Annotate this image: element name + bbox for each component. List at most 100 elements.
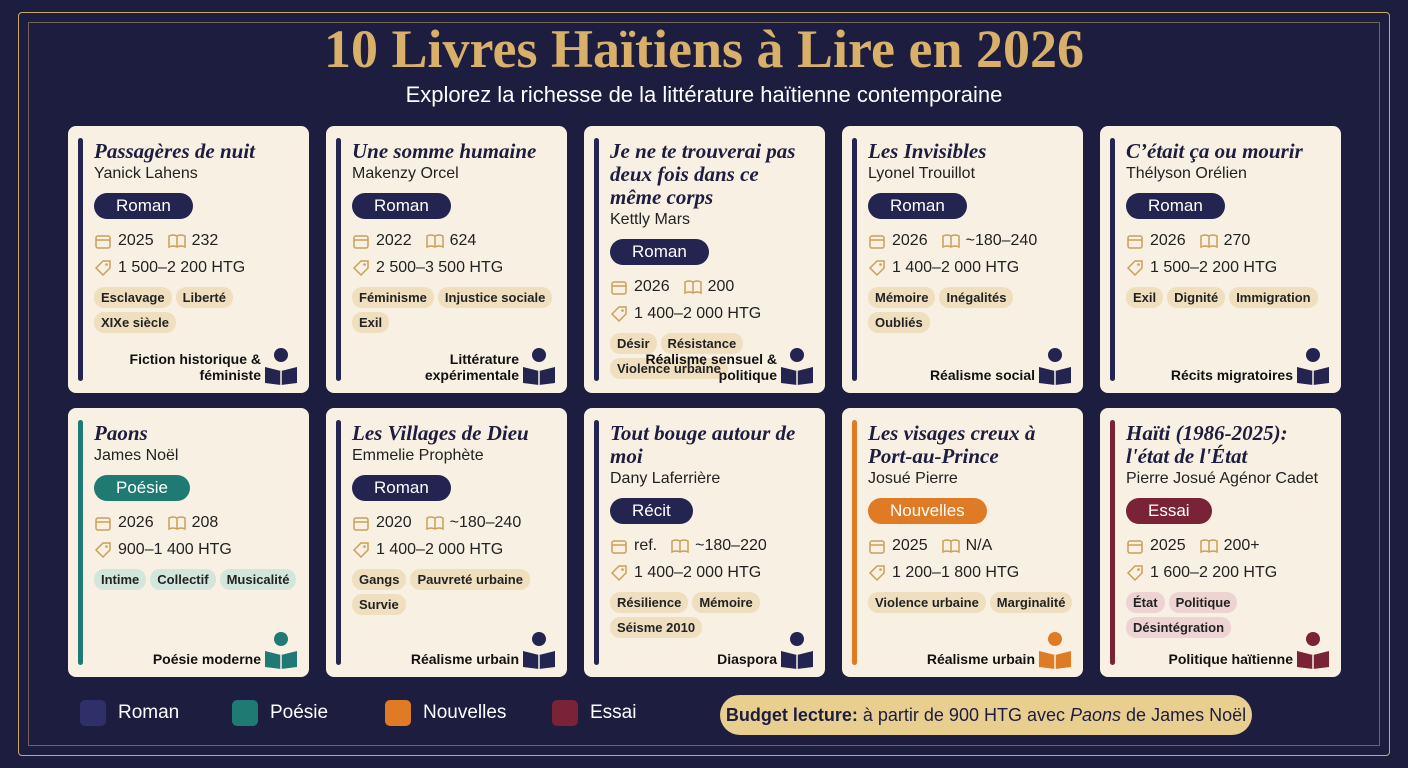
pages: 200 [707,277,735,295]
book-author: Dany Laferrière [610,470,721,487]
theme: Réalisme sensuel & politique [645,351,777,383]
meta-row: 1 400–2 000 HTG [868,254,1071,281]
reader-icon [265,348,297,385]
book-card: C’était ça ou mourir Thélyson Orélien Roma… [1100,126,1341,393]
budget: Budget lecture: à partir de 900 HTG avec… [720,695,1252,735]
budget-text: à partir de 900 HTG avec [862,704,1065,725]
year: ref. [634,536,658,554]
icon [95,516,111,531]
book-author: Emmelie Prophète [352,447,484,464]
book-card: Les Villages de Dieu Emmelie Prophète Roma… [326,408,567,677]
reader-icon [1039,348,1071,385]
accent-bar [78,420,83,665]
tag: Violence urbaine [610,358,728,379]
tag: Résilience [610,592,689,613]
price: 1 600–2 200 HTG [1150,563,1278,581]
icon [1127,234,1143,249]
icon [671,538,689,553]
tags: Intime Collectif Musicalité [94,569,304,590]
genre-badge: Nouvelles [868,498,987,524]
title: 10 Livres Haïtiens à Lire en 2026 [324,19,1084,79]
book-title: Les Villages de Dieu [352,421,529,445]
tags: Violence urbaine Marginalité [868,592,1078,613]
tag: Immigration [1229,287,1318,308]
price: 1 400–2 000 HTG [634,563,762,581]
accent-bar [78,138,83,381]
tag: Féminisme [352,287,434,308]
icon [353,234,369,249]
frame-inner [28,22,1380,746]
book-card: Paons James Noël Poésie 2026 208 900–1 400 HT… [68,408,309,677]
theme: Diaspora [717,651,777,667]
tag: Collectif [150,569,216,590]
book-author: Lyonel Trouillot [868,165,976,182]
subtitle: Explorez la richesse de la littérature h… [405,82,1003,107]
budget-emphasis: Paons [1070,704,1122,725]
pages: 208 [191,513,219,531]
book-card: Tout bouge autour de moi Dany Laferrière R… [584,408,825,677]
book-author: Makenzy Orcel [352,165,459,182]
tag: Esclavage [94,287,172,308]
accent-bar [1110,138,1115,381]
pages: ~180–240 [449,513,522,531]
legend-item: Poésie [232,700,328,726]
icon [941,233,960,248]
icon [352,541,369,558]
tag: Liberté [175,287,233,308]
price: 1 500–2 200 HTG [118,258,246,276]
genre-badge: Roman [94,193,193,219]
meta-row: 900–1 400 HTG [94,536,297,563]
frame [18,12,1390,756]
legend-label: Poésie [270,702,329,723]
tags: Gangs Pauvreté urbaine Survie [352,569,562,615]
meta-row: 2025 N/A [868,532,1071,559]
book-card: Les Invisibles Lyonel Trouillot Roman 2026 ~… [842,126,1083,393]
accent-bar [852,138,857,381]
pages: 624 [449,231,477,249]
pages: ~180–220 [695,536,767,554]
tag: Inégalités [939,287,1014,308]
tag: Résistance [660,333,744,354]
genre-badge: Poésie [94,475,190,501]
tag: Mémoire [868,287,936,308]
book-title: Passagères de nuit [94,139,256,163]
tags: Féminisme Injustice sociale Exil [352,287,562,333]
theme: Littérature expérimentale [424,351,519,383]
icon [425,515,444,530]
book-title: Haïti (1986-2025): l'état de l'État [1126,421,1288,468]
meta-row: ref. ~180–220 [610,532,813,559]
meta-row: 1 500–2 200 HTG [1126,254,1329,281]
book-author: Josué Pierre [868,470,958,487]
theme: Politique haïtienne [1168,651,1293,667]
book-author: Pierre Josué Agénor Cadet [1126,470,1319,487]
genre-badge: Roman [1126,193,1225,219]
theme: Réalisme social [929,367,1035,383]
meta-row: 1 400–2 000 HTG [352,536,555,563]
book-author: Yanick Lahens [94,165,198,182]
pages: 232 [191,231,219,249]
year: 2020 [376,513,412,531]
theme: Poésie moderne [152,651,261,667]
legend-item: Essai [552,700,636,726]
tag: Exil [1126,287,1164,308]
genre-badge: Essai [1126,498,1212,524]
book-title: Tout bouge autour de moi [610,421,796,468]
icon [610,564,627,581]
icon [1199,538,1218,553]
accent-bar [594,420,599,665]
meta-row: 2022 624 [352,227,555,254]
price: 1 400–2 000 HTG [892,258,1020,276]
tag: Marginalité [989,592,1073,613]
book-title: Les visages creux à Port-au-Prince [868,421,1036,468]
book-card: Je ne te trouverai pas deux fois dans ce… [584,126,825,393]
icon [1126,259,1143,276]
meta-row: 1 500–2 200 HTG [94,254,297,281]
meta-row: 2026 270 [1126,227,1329,254]
icon [941,538,960,553]
legend-label: Essai [590,702,637,723]
tags: Désir Résistance Violence urbaine [610,333,820,379]
meta-row: 2026 208 [94,509,297,536]
icon [869,539,885,554]
